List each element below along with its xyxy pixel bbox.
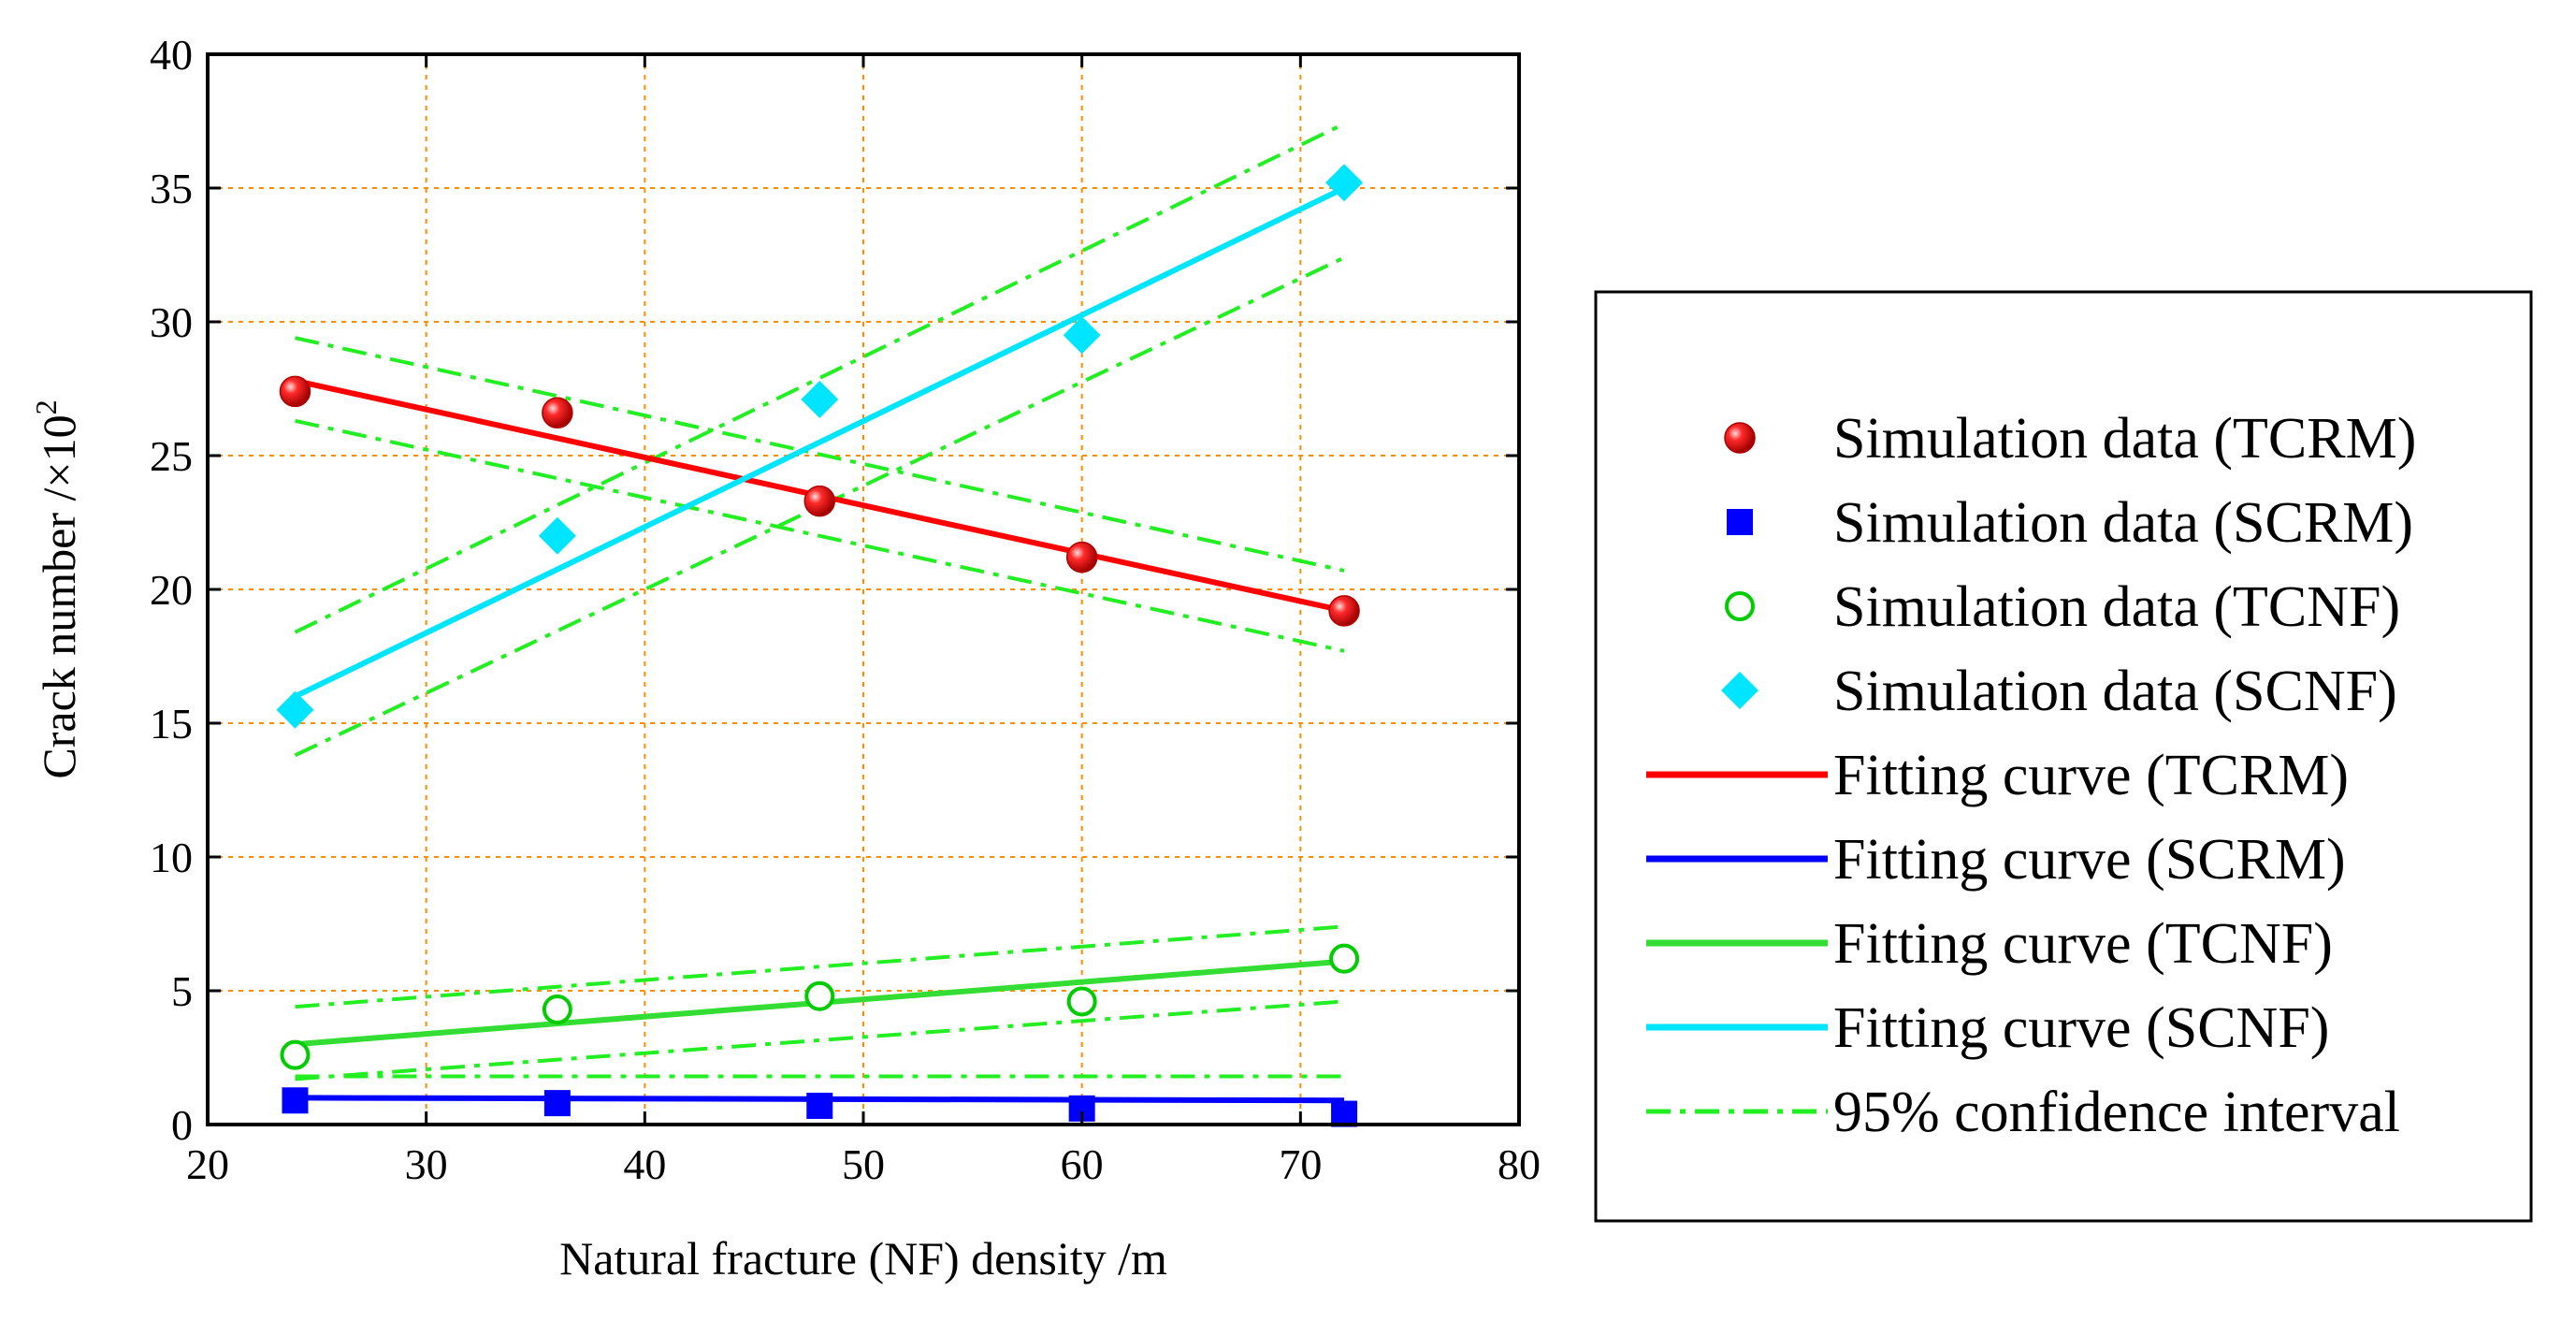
y-tick-label: 10 [150,834,193,881]
legend-label-scnf-fit: Fitting curve (SCNF) [1833,996,2329,1060]
legend-marker-tcnf-data [1725,591,1755,621]
scrm-data-point [282,1087,309,1114]
scnf-data-point [801,380,839,418]
tcnf-data-point [1329,943,1360,974]
tcrm-data-point [1065,541,1098,573]
x-tick-label: 70 [1279,1140,1322,1188]
y-tick-label: 20 [150,566,193,614]
legend-box [1594,290,2533,1223]
scnf-data-point [538,516,576,555]
ci-line [295,924,1345,1009]
scnf-fit-line [294,185,1346,700]
scnf-data-point [276,690,314,729]
axis-ticks: 20 30 40 50 60 70 80 0 5 10 15 20 25 30 35 40 [150,31,1541,1188]
scrm-data-point [1331,1100,1358,1127]
legend-label-tcnf-data: Simulation data (TCNF) [1833,575,2400,639]
tcnf-data-point [1066,986,1097,1017]
legend-label-ci: 95% confidence interval [1833,1081,2400,1144]
y-tick-label: 15 [150,700,193,748]
legend: Simulation data (TCRM) Simulation data (S… [1594,290,2533,1223]
tcnf-data-point [804,980,835,1011]
y-tick-label: 35 [150,165,193,212]
ci-line [295,999,1345,1081]
x-tick-label: 20 [186,1140,229,1188]
legend-marker-scrm-data [1727,509,1753,535]
legend-label-scnf-data: Simulation data (SCNF) [1833,660,2397,723]
tcnf-data-point [542,994,572,1025]
y-axis-label-main: Crack number /×10 [33,414,85,778]
legend-label-scrm-data: Simulation data (SCRM) [1833,491,2413,555]
x-tick-label: 40 [623,1140,666,1188]
scnf-data-point [1325,164,1364,202]
tcrm-data-point [1328,595,1360,627]
x-tick-label: 30 [405,1140,448,1188]
tcrm-data-point [803,485,836,517]
plot-area [276,122,1364,1127]
legend-marker-scnf-data [1721,672,1758,709]
legend-label-tcrm-fit: Fitting curve (TCRM) [1833,744,2349,807]
legend-label-scrm-fit: Fitting curve (SCRM) [1833,828,2346,892]
scrm-data-point [806,1092,833,1119]
y-tick-label: 25 [150,432,193,480]
y-tick-label: 30 [150,298,193,346]
x-tick-label: 60 [1061,1140,1104,1188]
legend-label-tcrm-data: Simulation data (TCRM) [1833,407,2416,471]
ci-line [295,336,1345,573]
ci-line [294,122,1345,634]
legend-label-tcnf-fit: Fitting curve (TCNF) [1833,912,2333,976]
x-tick-label: 80 [1498,1140,1541,1188]
tcrm-data-point [542,397,573,428]
scrm-data-point [543,1090,571,1117]
tcrm-data-point [279,375,311,408]
ci-line [295,418,1345,653]
x-tick-label: 50 [842,1140,885,1188]
plot-clip [294,122,1346,1104]
scnf-data-point [1063,316,1101,355]
y-axis-label: Crack number /×102 [29,399,85,778]
grid-lines [208,54,1519,1125]
x-axis-label: Natural fracture (NF) density /m [559,1232,1167,1285]
legend-marker-tcrm-data [1724,422,1756,454]
y-axis-label-exponent: 2 [29,399,63,414]
y-tick-label: 40 [150,31,193,79]
tcnf-data-point [280,1039,311,1070]
point-layer [276,164,1364,1127]
y-tick-label: 5 [171,967,193,1015]
line-layer [294,122,1346,1104]
y-tick-label: 0 [171,1101,193,1149]
